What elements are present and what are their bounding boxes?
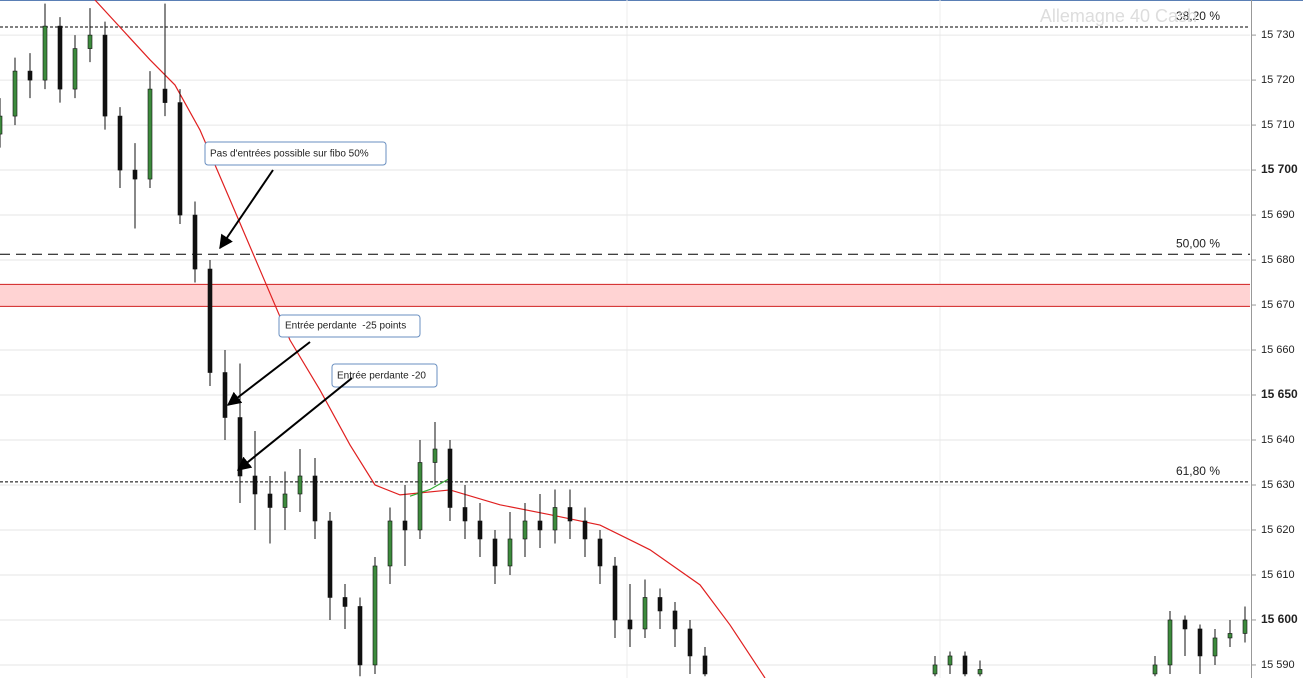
candle-body <box>42 25 48 81</box>
y-tick-label: 15 710 <box>1261 119 1295 131</box>
y-tick-label: 15 700 <box>1261 162 1298 176</box>
candle-body <box>282 493 288 508</box>
candle-body <box>522 520 528 540</box>
candle-body <box>27 70 33 81</box>
annotation-text: Entrée perdante -25 points <box>285 321 406 332</box>
candle-body <box>102 34 108 117</box>
annotation-box <box>204 141 387 166</box>
annotation-text: Entrée perdante -20 <box>337 371 426 382</box>
annotations: Pas d'entrées possible sur fibo 50% Entr… <box>204 141 438 471</box>
y-tick-label: 15 630 <box>1261 479 1295 491</box>
candle-body <box>1242 619 1248 634</box>
candle-body <box>627 619 633 630</box>
candle-body <box>1212 637 1218 657</box>
candle-body <box>312 475 318 522</box>
y-tick-label: 15 650 <box>1261 387 1298 401</box>
candle-body <box>642 597 648 630</box>
candle-body <box>12 70 18 117</box>
annotation-box <box>278 314 421 338</box>
candle-body <box>192 214 198 270</box>
candle-body <box>977 669 983 675</box>
level-label: 38,20 % <box>1176 9 1220 23</box>
candle-body <box>57 25 63 90</box>
candle-body <box>342 597 348 607</box>
candle-body <box>327 520 333 598</box>
candle-body <box>177 102 183 216</box>
candle-body <box>387 520 393 567</box>
candle-body <box>162 88 168 103</box>
arrow <box>236 377 353 471</box>
annotation-text: Pas d'entrées possible sur fibo 50% <box>210 149 369 160</box>
y-tick-label: 15 610 <box>1261 569 1295 581</box>
y-tick-label: 15 600 <box>1261 612 1298 626</box>
candle-body <box>372 565 378 666</box>
candle-body <box>687 628 693 657</box>
candle-body <box>207 268 213 373</box>
y-tick-label: 15 660 <box>1261 344 1295 356</box>
y-tick-label: 15 730 <box>1261 29 1295 41</box>
candle-body <box>582 520 588 540</box>
indicator-line <box>409 477 451 497</box>
candle-body <box>507 538 513 567</box>
candle-body <box>0 115 3 135</box>
candle-body <box>72 48 78 90</box>
watermark: Allemagne 40 Cash <box>1040 6 1197 26</box>
candle-body <box>87 34 93 49</box>
candle-body <box>1152 664 1158 675</box>
level-label: 61,80 % <box>1176 464 1220 478</box>
candle-body <box>402 520 408 531</box>
candle-body <box>237 417 243 477</box>
candle-body <box>962 655 968 675</box>
candle-body <box>612 565 618 621</box>
candles <box>0 3 1248 677</box>
annotation-box <box>331 363 438 388</box>
candle-body <box>477 520 483 540</box>
candle-body <box>132 169 138 180</box>
candle-body <box>552 507 558 531</box>
y-tick-label: 15 620 <box>1261 524 1295 536</box>
y-tick-label: 15 590 <box>1261 659 1295 671</box>
candle-body <box>657 597 663 612</box>
candle-body <box>357 606 363 666</box>
candle-body <box>567 507 573 522</box>
candle-body <box>1167 619 1173 666</box>
candle-body <box>447 448 453 508</box>
candle-body <box>1197 628 1203 657</box>
y-tick-label: 15 640 <box>1261 434 1295 446</box>
lines <box>94 0 766 678</box>
candle-body <box>462 507 468 522</box>
candle-body <box>222 372 228 418</box>
candle-body <box>432 448 438 463</box>
y-tick-label: 15 670 <box>1261 299 1295 311</box>
y-tick-label: 15 720 <box>1261 74 1295 86</box>
candle-body <box>1182 619 1188 630</box>
levels: 38,20 % 50,00 % 61,80 % <box>0 9 1250 483</box>
candle-body <box>932 664 938 675</box>
candle-body <box>492 538 498 567</box>
candle-body <box>147 88 153 180</box>
candle-body <box>597 538 603 567</box>
candle-body <box>537 520 543 531</box>
candle-body <box>252 475 258 495</box>
candle-body <box>1227 633 1233 639</box>
y-tick-label: 15 680 <box>1261 254 1295 266</box>
candle-body <box>672 610 678 630</box>
indicator-line <box>94 0 766 678</box>
candle-body <box>297 475 303 495</box>
candle-body <box>417 462 423 531</box>
candle-body <box>117 115 123 171</box>
candle-body <box>947 655 953 666</box>
candle-body <box>267 493 273 508</box>
arrow <box>226 341 311 406</box>
candle-body <box>702 655 708 675</box>
zone <box>0 283 1250 307</box>
y-axis-labels: 15 590 15 600 15 610 15 620 15 630 15 640 15 6… <box>1251 29 1298 671</box>
level-label: 50,00 % <box>1176 236 1220 250</box>
zone-rect <box>0 284 1250 307</box>
y-tick-label: 15 690 <box>1261 209 1295 221</box>
arrow <box>219 169 274 250</box>
